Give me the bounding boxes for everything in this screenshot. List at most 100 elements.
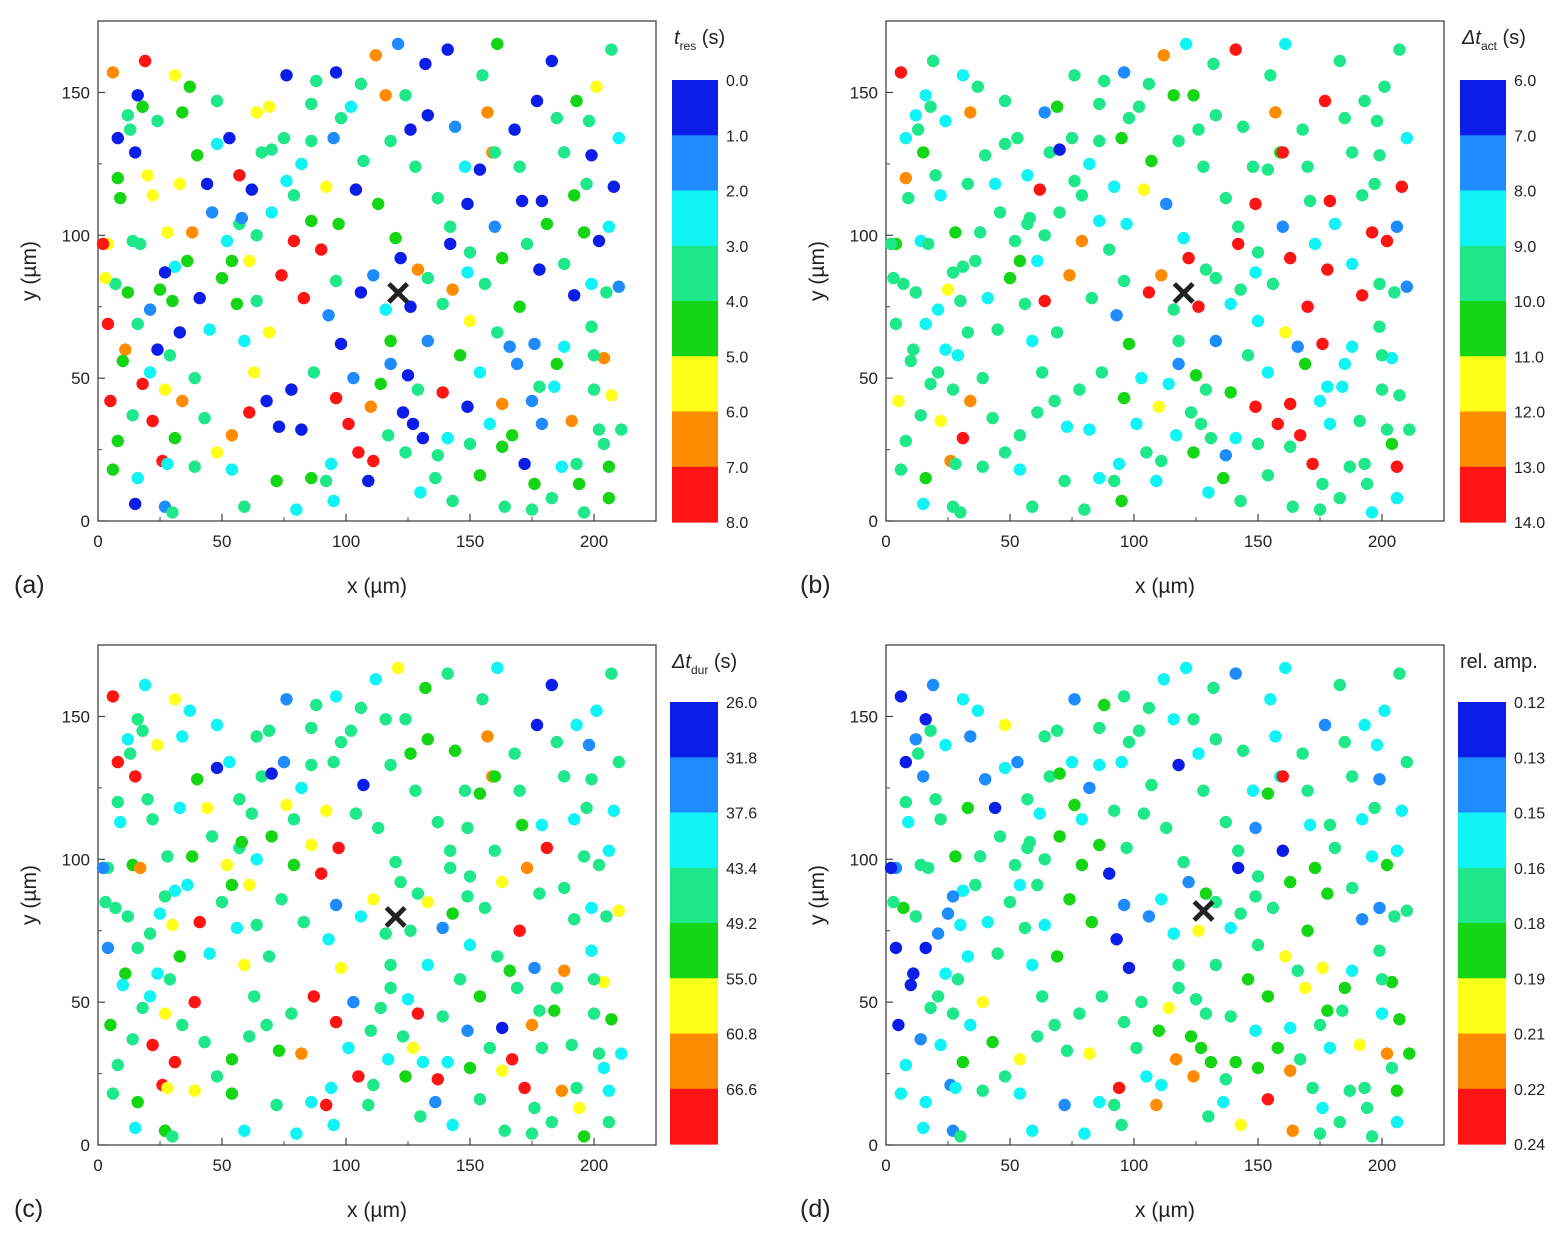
data-point-d bbox=[1132, 724, 1146, 737]
data-point-b bbox=[1192, 300, 1205, 313]
data-point-c bbox=[357, 778, 370, 792]
data-point-c bbox=[379, 927, 392, 940]
data-point-c bbox=[364, 1024, 377, 1037]
data-point-a bbox=[181, 254, 194, 268]
data-point-a bbox=[99, 271, 112, 285]
colorbar-tick-label-a: 4.0 bbox=[726, 294, 748, 311]
data-point-d bbox=[1167, 927, 1180, 940]
data-point-b bbox=[1358, 457, 1371, 471]
data-point-b bbox=[1209, 271, 1223, 285]
colorbar-tick-label-c: 31.8 bbox=[726, 750, 757, 767]
data-point-a bbox=[245, 183, 258, 196]
data-point-a bbox=[533, 380, 546, 393]
data-point-d bbox=[1018, 921, 1032, 935]
data-point-c bbox=[101, 941, 115, 955]
data-point-b bbox=[1013, 429, 1027, 442]
data-point-a bbox=[496, 251, 509, 265]
data-point-d bbox=[1050, 950, 1064, 963]
data-point-c bbox=[136, 724, 149, 737]
panel-label-d: (d) bbox=[800, 1195, 831, 1223]
data-point-d bbox=[1390, 1084, 1404, 1097]
data-point-c bbox=[141, 793, 154, 806]
data-point-a bbox=[602, 460, 616, 473]
data-point-b bbox=[1182, 251, 1195, 265]
data-point-a bbox=[463, 437, 477, 451]
colorbar-band-c bbox=[670, 978, 718, 1035]
data-point-d bbox=[1390, 1115, 1404, 1129]
data-point-a bbox=[463, 314, 477, 328]
data-point-d bbox=[1323, 1041, 1337, 1055]
data-point-c bbox=[191, 773, 204, 786]
data-point-b bbox=[1207, 57, 1220, 71]
x-tick-label-d: 0 bbox=[881, 1156, 890, 1175]
data-point-d bbox=[1400, 755, 1414, 769]
data-point-c bbox=[528, 1101, 541, 1115]
data-point-d bbox=[1321, 887, 1334, 900]
data-point-a bbox=[513, 300, 526, 313]
data-point-d bbox=[1160, 821, 1173, 835]
data-point-b bbox=[993, 206, 1007, 219]
colorbar-band-c bbox=[670, 1088, 718, 1145]
data-point-b bbox=[1192, 123, 1205, 136]
center-x-marker-c: × bbox=[383, 892, 409, 941]
data-point-a bbox=[602, 220, 616, 233]
data-point-c bbox=[374, 1001, 387, 1015]
data-point-d bbox=[1343, 1084, 1357, 1097]
data-point-c bbox=[233, 793, 246, 806]
data-point-b bbox=[1085, 291, 1099, 305]
data-point-b bbox=[1167, 89, 1180, 102]
data-point-b bbox=[1083, 157, 1096, 171]
data-point-b bbox=[1232, 220, 1245, 233]
data-point-a bbox=[111, 171, 125, 185]
data-point-b bbox=[1184, 406, 1198, 419]
data-point-d bbox=[899, 1058, 912, 1072]
data-point-d bbox=[1313, 1127, 1327, 1140]
data-point-d bbox=[1142, 910, 1156, 923]
data-point-d bbox=[1321, 1004, 1334, 1017]
center-marker-c: × bbox=[383, 892, 409, 941]
data-point-d bbox=[1204, 1055, 1218, 1069]
data-point-c bbox=[287, 858, 301, 872]
colorbar-tick-label-b: 6.0 bbox=[1514, 73, 1536, 90]
data-point-a bbox=[585, 149, 598, 162]
data-point-d bbox=[1177, 855, 1190, 869]
data-point-c bbox=[548, 1004, 561, 1017]
x-tick-label-d: 100 bbox=[1120, 1156, 1148, 1175]
data-point-a bbox=[496, 440, 509, 453]
data-point-a bbox=[389, 231, 402, 245]
data-point-b bbox=[988, 177, 1002, 191]
data-point-a bbox=[453, 349, 467, 362]
data-point-b bbox=[1276, 220, 1290, 233]
data-point-d bbox=[1234, 907, 1247, 920]
data-point-d bbox=[907, 967, 920, 980]
data-point-a bbox=[101, 317, 115, 331]
data-point-d bbox=[969, 878, 982, 892]
data-point-a bbox=[265, 143, 278, 156]
data-point-d bbox=[1013, 1087, 1027, 1100]
data-point-b bbox=[1323, 417, 1337, 431]
data-point-b bbox=[1234, 283, 1247, 296]
data-point-c bbox=[409, 784, 422, 797]
data-point-c bbox=[431, 815, 444, 829]
data-point-c bbox=[448, 744, 462, 757]
data-point-b bbox=[1395, 180, 1409, 193]
data-point-a bbox=[305, 97, 318, 111]
data-point-a bbox=[168, 260, 182, 273]
data-point-b bbox=[1043, 146, 1056, 159]
data-point-b bbox=[1172, 357, 1185, 371]
data-point-a bbox=[525, 394, 539, 408]
data-point-b bbox=[1224, 297, 1237, 311]
data-point-c bbox=[235, 835, 248, 849]
data-point-c bbox=[262, 724, 276, 737]
data-point-a bbox=[535, 417, 549, 431]
data-point-a bbox=[168, 69, 182, 82]
data-point-c bbox=[327, 1118, 340, 1132]
data-point-b bbox=[1058, 474, 1071, 488]
x-tick-label-a: 50 bbox=[213, 532, 232, 551]
data-point-b bbox=[1236, 120, 1250, 133]
data-point-a bbox=[367, 454, 380, 468]
data-point-a bbox=[342, 417, 355, 431]
panel-b: 0 50 100 150 200 0 50 100 150 x (µm) y (µm) (b)… bbox=[800, 20, 1545, 599]
data-point-b bbox=[1093, 134, 1106, 148]
data-point-c bbox=[146, 1038, 159, 1052]
